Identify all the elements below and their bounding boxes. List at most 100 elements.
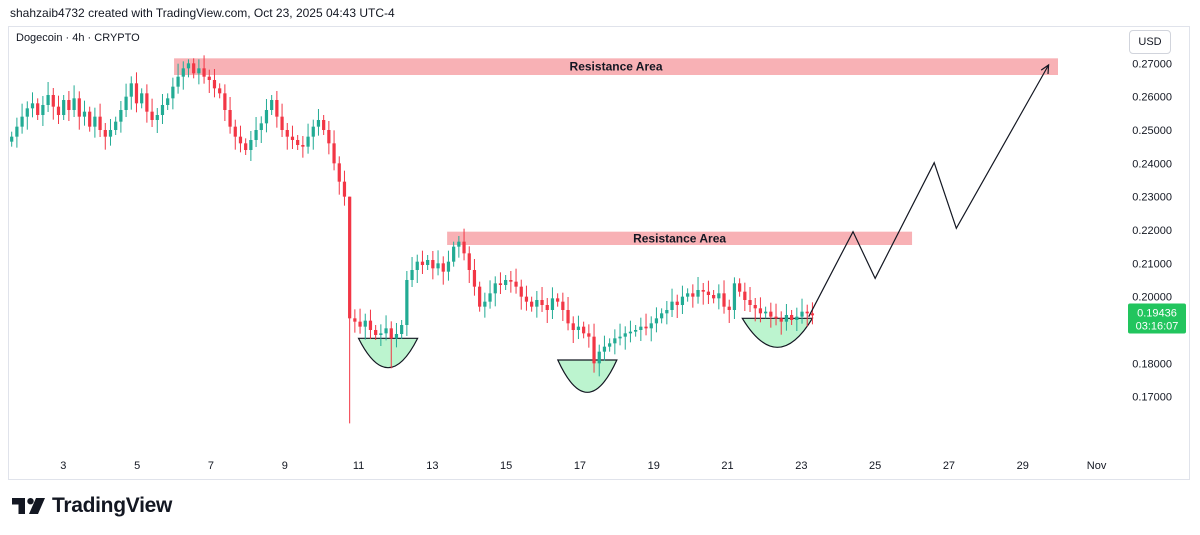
candle-body: [498, 283, 503, 285]
last-price-countdown: 03:16:07: [1136, 320, 1179, 332]
candle-body: [311, 126, 315, 137]
candle-body: [493, 283, 497, 294]
support-bowl: [741, 317, 814, 348]
candle-body: [545, 305, 549, 310]
candle-body: [701, 290, 705, 292]
candle-body: [306, 136, 310, 147]
candle-body: [374, 330, 378, 335]
candle-body: [342, 181, 347, 197]
candle-body: [223, 93, 227, 110]
candle-body: [254, 130, 258, 140]
candle-body: [327, 130, 331, 144]
candle-body: [774, 316, 778, 319]
candle-body: [316, 120, 321, 127]
resistance-zone: [174, 58, 1059, 75]
candle-body: [181, 68, 185, 77]
candle-body: [51, 95, 55, 107]
x-tick-label: 5: [134, 460, 140, 472]
candle-body: [77, 98, 81, 117]
candle-body: [592, 336, 596, 364]
candle-body: [446, 261, 451, 272]
chart-attribution: shahzaib4732 created with TradingView.co…: [10, 6, 395, 20]
candle-body: [56, 106, 61, 115]
candle-body: [348, 196, 352, 319]
y-tick-label: 0.24000: [1132, 158, 1172, 170]
candle-body: [36, 103, 40, 115]
x-tick-label: 29: [1017, 460, 1029, 472]
candle-body: [764, 311, 768, 314]
candle-body: [415, 261, 419, 270]
candle-body: [613, 338, 617, 344]
candle-body: [98, 116, 102, 130]
x-tick-label: 17: [574, 460, 586, 472]
candle-body: [233, 126, 237, 137]
candle-body: [457, 241, 461, 247]
candle-body: [301, 145, 305, 147]
candle-body: [623, 333, 627, 337]
candle-body: [394, 334, 399, 339]
candle-body: [15, 126, 19, 137]
candle-body: [384, 328, 388, 334]
candle-body: [280, 116, 284, 130]
candle-body: [20, 116, 24, 127]
candle-body: [483, 301, 487, 307]
candle-body: [249, 140, 253, 150]
y-tick-label: 0.22000: [1132, 225, 1172, 237]
candle-body: [270, 100, 274, 110]
candle-body: [228, 110, 232, 127]
currency-button[interactable]: USD: [1129, 30, 1171, 54]
candle-body: [358, 321, 362, 327]
candle-body: [805, 311, 809, 314]
candle-body: [405, 280, 409, 325]
candle-body: [540, 300, 544, 305]
candle-body: [186, 63, 191, 69]
y-tick-label: 0.27000: [1132, 58, 1172, 70]
candle-body: [124, 96, 128, 110]
candle-body: [727, 306, 731, 310]
candle-body: [639, 326, 643, 330]
candle-body: [472, 270, 477, 287]
tradingview-logo-text: TradingView: [52, 494, 173, 517]
candle-body: [10, 136, 14, 142]
candle-body: [810, 313, 815, 316]
candle-body: [259, 123, 263, 130]
candle-body: [244, 143, 248, 150]
candle-body: [192, 63, 196, 74]
candle-body: [166, 98, 170, 105]
candle-body: [119, 110, 123, 122]
candle-body: [712, 295, 716, 299]
candle-body: [155, 115, 159, 120]
candle-body: [93, 116, 97, 127]
y-tick-label: 0.26000: [1132, 92, 1172, 104]
tradingview-logo[interactable]: TradingView: [12, 494, 172, 518]
candle-body: [628, 331, 633, 334]
candle-body: [608, 343, 612, 347]
candle-body: [103, 130, 107, 137]
candle-body: [140, 93, 144, 104]
candle-body: [134, 83, 139, 104]
candle-body: [556, 298, 560, 302]
candle-body: [67, 100, 71, 110]
x-tick-label: Nov: [1087, 460, 1107, 472]
candle-body: [535, 300, 539, 307]
last-price-label: [1128, 303, 1186, 334]
candle-body: [582, 326, 586, 334]
candle-body: [524, 296, 529, 302]
candle-body: [150, 111, 154, 120]
support-bowl: [357, 337, 419, 369]
candle-body: [587, 333, 591, 337]
candle-body: [680, 296, 685, 305]
x-tick-label: 27: [943, 460, 955, 472]
candle-body: [30, 103, 35, 109]
symbol-legend[interactable]: Dogecoin · 4h · CRYPTO: [16, 32, 140, 44]
candle-body: [88, 111, 92, 127]
candle-body: [706, 291, 711, 295]
candle-body: [779, 318, 783, 322]
candle-body: [160, 105, 165, 115]
candle-body: [452, 246, 456, 262]
candle-body: [649, 323, 653, 329]
projection-path: [808, 64, 1050, 317]
chart-pane[interactable]: [8, 26, 1190, 480]
candle-body: [644, 326, 648, 329]
